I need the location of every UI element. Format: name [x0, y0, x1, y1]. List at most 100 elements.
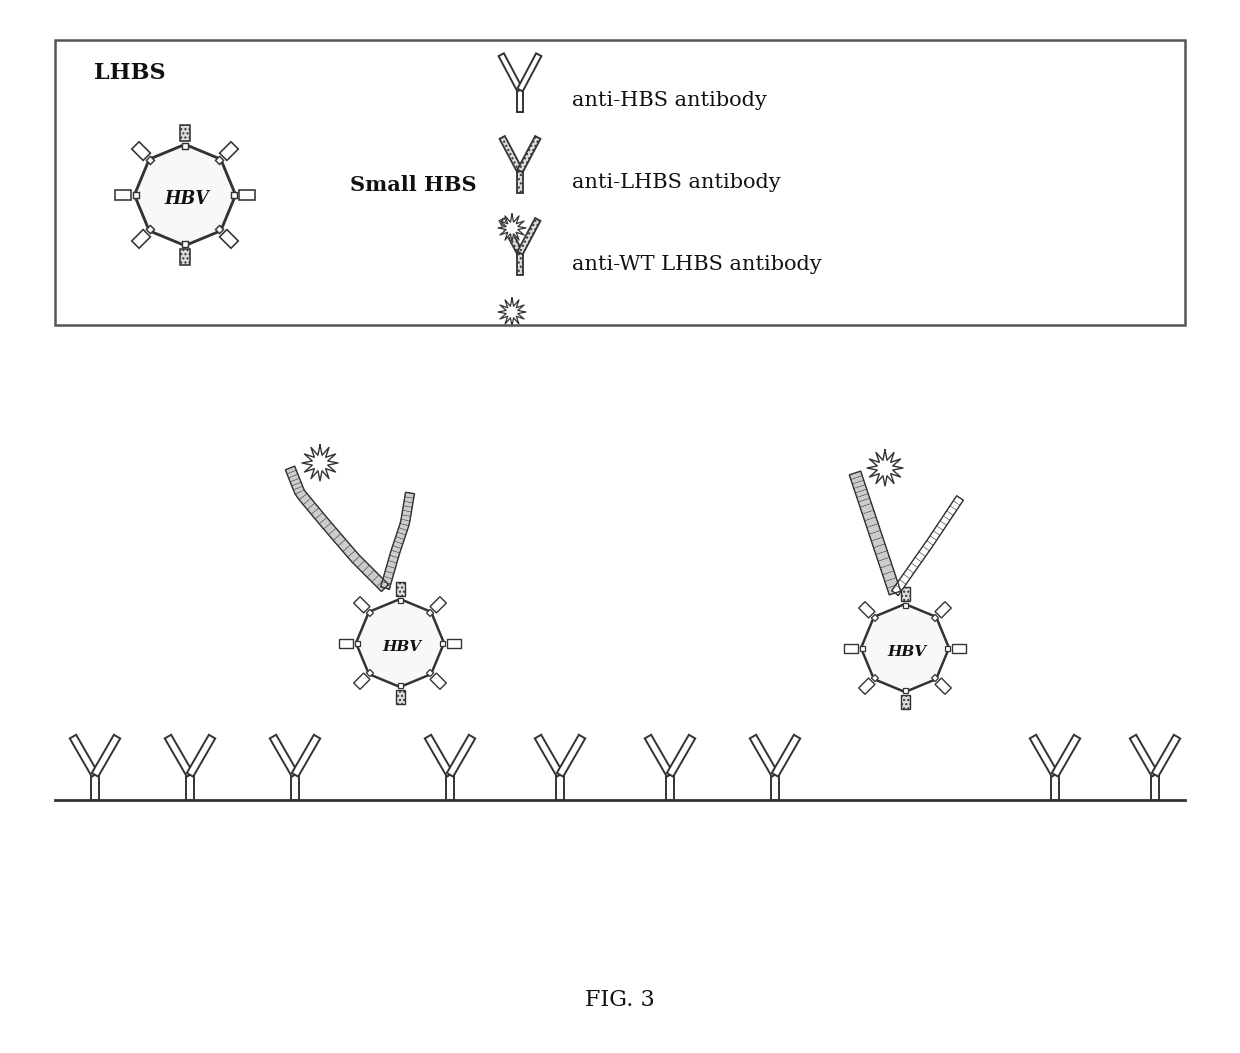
Polygon shape [329, 529, 341, 540]
Polygon shape [923, 540, 934, 551]
Polygon shape [187, 735, 216, 777]
Polygon shape [403, 501, 413, 508]
Polygon shape [291, 775, 299, 800]
Polygon shape [315, 513, 327, 523]
Polygon shape [950, 501, 960, 511]
Polygon shape [342, 545, 355, 557]
Polygon shape [427, 670, 434, 677]
Polygon shape [392, 545, 402, 553]
Polygon shape [134, 144, 236, 245]
Text: anti-HBS antibody: anti-HBS antibody [572, 91, 766, 110]
Text: anti-LHBS antibody: anti-LHBS antibody [572, 174, 781, 193]
Polygon shape [936, 521, 946, 531]
Polygon shape [396, 532, 405, 539]
Polygon shape [239, 190, 255, 200]
Polygon shape [383, 571, 394, 579]
Polygon shape [389, 551, 399, 558]
Polygon shape [388, 555, 398, 563]
Polygon shape [270, 735, 298, 777]
Polygon shape [903, 603, 908, 608]
Polygon shape [926, 536, 936, 545]
Polygon shape [1130, 735, 1158, 777]
Polygon shape [219, 142, 238, 160]
Polygon shape [857, 494, 869, 502]
Polygon shape [952, 643, 966, 653]
Polygon shape [398, 683, 403, 688]
Polygon shape [1029, 735, 1058, 777]
Polygon shape [557, 775, 564, 800]
Polygon shape [219, 230, 238, 249]
Polygon shape [851, 476, 864, 484]
Polygon shape [92, 735, 120, 777]
Polygon shape [557, 735, 585, 777]
Polygon shape [904, 569, 914, 579]
Polygon shape [498, 54, 522, 92]
Polygon shape [362, 565, 374, 577]
Polygon shape [366, 670, 373, 677]
Polygon shape [750, 735, 779, 777]
Polygon shape [295, 489, 308, 499]
Polygon shape [1052, 775, 1059, 800]
Polygon shape [352, 556, 365, 568]
Polygon shape [291, 735, 320, 777]
Polygon shape [517, 90, 523, 112]
Polygon shape [180, 250, 190, 265]
Polygon shape [69, 735, 98, 777]
Polygon shape [393, 541, 403, 549]
Polygon shape [353, 673, 370, 690]
Text: LHBS: LHBS [94, 62, 166, 84]
Polygon shape [500, 136, 522, 173]
Polygon shape [430, 673, 446, 690]
Polygon shape [386, 565, 396, 574]
Polygon shape [131, 230, 150, 249]
Polygon shape [355, 640, 360, 645]
Polygon shape [404, 497, 414, 502]
Polygon shape [867, 523, 880, 534]
Polygon shape [382, 576, 392, 584]
Polygon shape [931, 614, 939, 621]
Polygon shape [357, 560, 370, 573]
Polygon shape [934, 525, 944, 535]
Polygon shape [356, 599, 444, 687]
Polygon shape [852, 480, 866, 489]
Polygon shape [861, 503, 874, 514]
Polygon shape [372, 575, 383, 587]
Polygon shape [182, 143, 188, 150]
Polygon shape [517, 253, 523, 275]
Polygon shape [880, 564, 894, 575]
Polygon shape [381, 581, 391, 590]
Polygon shape [401, 519, 410, 525]
Polygon shape [430, 597, 446, 613]
Polygon shape [930, 531, 940, 540]
Polygon shape [517, 136, 541, 173]
Polygon shape [396, 690, 404, 704]
Polygon shape [666, 775, 673, 800]
Polygon shape [534, 735, 563, 777]
Polygon shape [339, 539, 351, 552]
Text: anti-WT LHBS antibody: anti-WT LHBS antibody [572, 256, 822, 275]
Text: Small HBS: Small HBS [350, 175, 476, 195]
Polygon shape [908, 563, 918, 573]
Polygon shape [498, 214, 526, 242]
Polygon shape [366, 610, 373, 616]
Polygon shape [285, 466, 296, 474]
Polygon shape [895, 579, 906, 590]
Polygon shape [180, 125, 190, 141]
Polygon shape [940, 516, 950, 525]
Polygon shape [919, 547, 930, 556]
Polygon shape [308, 503, 319, 514]
Polygon shape [911, 557, 921, 568]
Polygon shape [954, 496, 963, 505]
Polygon shape [883, 571, 897, 581]
Polygon shape [944, 511, 954, 520]
Polygon shape [319, 517, 331, 529]
Polygon shape [867, 450, 903, 486]
Polygon shape [339, 638, 353, 648]
Polygon shape [294, 486, 304, 494]
Polygon shape [875, 551, 889, 561]
Polygon shape [498, 298, 526, 326]
Polygon shape [367, 570, 379, 582]
Polygon shape [399, 523, 409, 531]
Polygon shape [324, 522, 336, 535]
Polygon shape [858, 678, 875, 694]
